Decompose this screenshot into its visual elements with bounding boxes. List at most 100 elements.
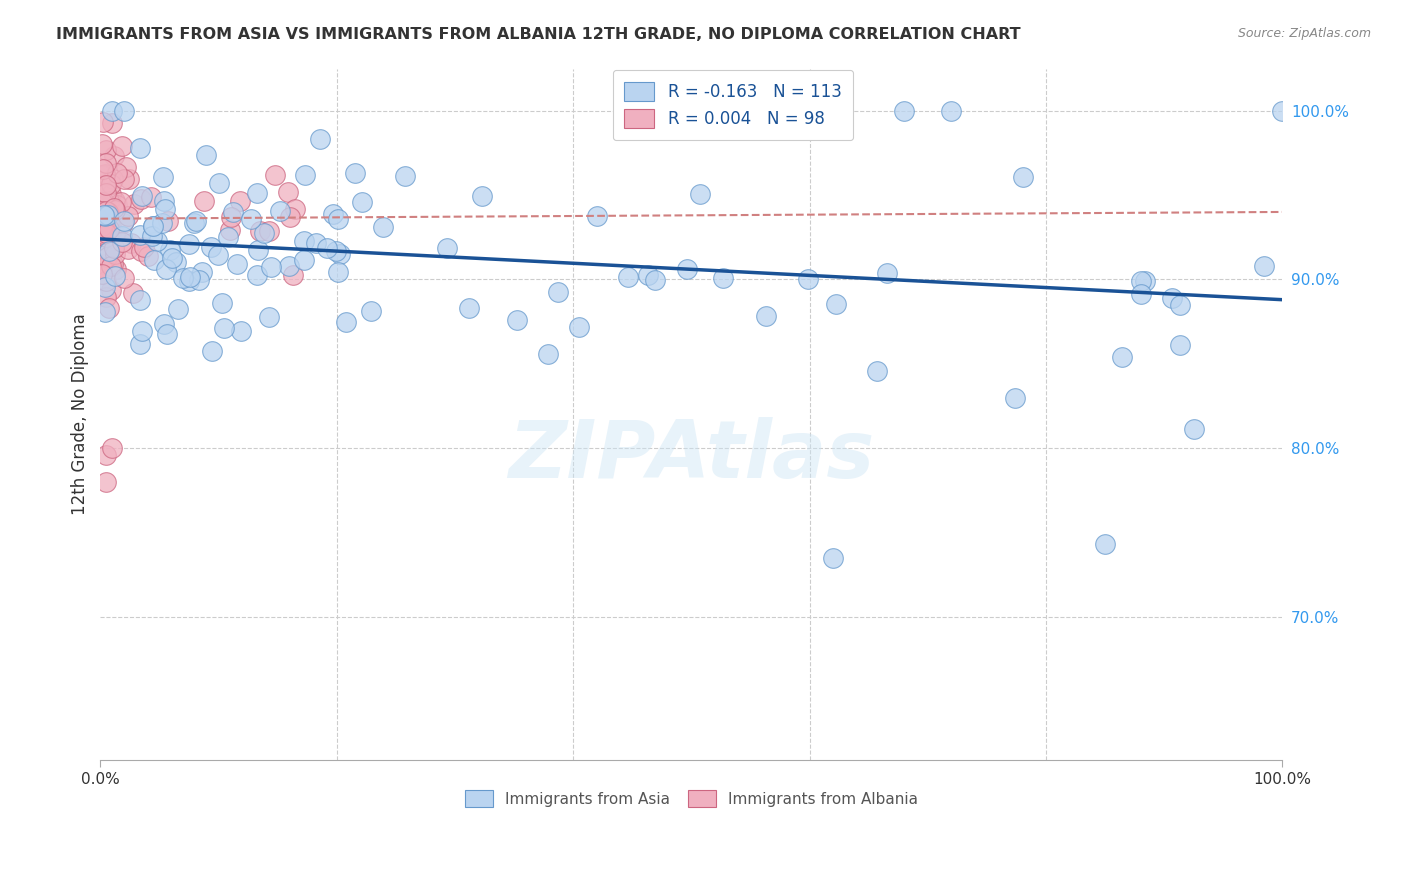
Point <box>200 239 222 253</box>
Point <box>96 448 118 462</box>
Point <box>93 233 115 247</box>
Point <box>97 227 120 242</box>
Point <box>93 208 115 222</box>
Point <box>91 227 114 241</box>
Point <box>101 441 124 455</box>
Point <box>394 169 416 183</box>
Point <box>586 209 609 223</box>
Point <box>101 103 124 118</box>
Point <box>96 208 118 222</box>
Point <box>93 227 115 241</box>
Point <box>91 204 114 219</box>
Point <box>152 317 174 331</box>
Point <box>129 293 152 308</box>
Point <box>97 209 120 223</box>
Point <box>1012 169 1035 184</box>
Point <box>96 227 118 241</box>
Point <box>101 257 124 271</box>
Point <box>292 253 315 268</box>
Point <box>222 204 245 219</box>
Point <box>90 261 112 276</box>
Point <box>1161 291 1184 305</box>
Point <box>246 243 269 257</box>
Point <box>352 194 374 209</box>
Point <box>101 172 124 186</box>
Point <box>644 272 666 286</box>
Point <box>90 260 112 275</box>
Point <box>94 229 117 244</box>
Point <box>136 249 159 263</box>
Point <box>617 270 640 285</box>
Point <box>195 147 218 161</box>
Y-axis label: 12th Grade, No Diploma: 12th Grade, No Diploma <box>72 314 89 516</box>
Point <box>129 141 152 155</box>
Point <box>96 250 118 264</box>
Point <box>105 198 128 212</box>
Point <box>104 194 127 208</box>
Point <box>294 168 316 182</box>
Point <box>152 169 174 184</box>
Point <box>217 229 239 244</box>
Point <box>436 241 458 255</box>
Point <box>160 251 183 265</box>
Point <box>218 222 240 236</box>
Point <box>191 265 214 279</box>
Point <box>112 270 135 285</box>
Point <box>100 284 122 298</box>
Point <box>211 296 233 310</box>
Point <box>240 211 263 226</box>
Point <box>156 327 179 342</box>
Point <box>97 204 120 219</box>
Point <box>93 207 115 221</box>
Point <box>93 167 115 181</box>
Point <box>328 211 350 226</box>
Point <box>1271 103 1294 118</box>
Point <box>260 260 283 274</box>
Point <box>893 103 915 118</box>
Point <box>91 209 114 223</box>
Point <box>797 272 820 286</box>
Point <box>823 550 845 565</box>
Point <box>637 268 659 283</box>
Point <box>112 216 135 230</box>
Point <box>94 274 117 288</box>
Point <box>329 247 352 261</box>
Point <box>142 219 165 233</box>
Point <box>131 324 153 338</box>
Point <box>117 209 139 223</box>
Point <box>129 244 152 258</box>
Point <box>141 229 163 244</box>
Point <box>229 194 252 209</box>
Point <box>91 162 114 177</box>
Point <box>91 115 114 129</box>
Point <box>1168 298 1191 312</box>
Point <box>184 213 207 227</box>
Point <box>193 194 215 209</box>
Point <box>676 261 699 276</box>
Point <box>1111 350 1133 364</box>
Point <box>278 260 301 274</box>
Point <box>292 234 315 248</box>
Point <box>167 301 190 316</box>
Point <box>90 203 112 218</box>
Point <box>117 242 139 256</box>
Text: Source: ZipAtlas.com: Source: ZipAtlas.com <box>1237 27 1371 40</box>
Point <box>90 267 112 281</box>
Point <box>325 244 347 259</box>
Point <box>866 364 889 378</box>
Point <box>259 224 281 238</box>
Point <box>122 196 145 211</box>
Point <box>128 337 150 351</box>
Point <box>91 226 114 240</box>
Point <box>179 237 201 252</box>
Point <box>104 269 127 284</box>
Point <box>941 103 963 118</box>
Point <box>825 296 848 310</box>
Point <box>172 270 194 285</box>
Point <box>134 240 156 254</box>
Point <box>112 214 135 228</box>
Point <box>128 228 150 243</box>
Point <box>252 227 274 241</box>
Point <box>112 103 135 118</box>
Point <box>156 214 179 228</box>
